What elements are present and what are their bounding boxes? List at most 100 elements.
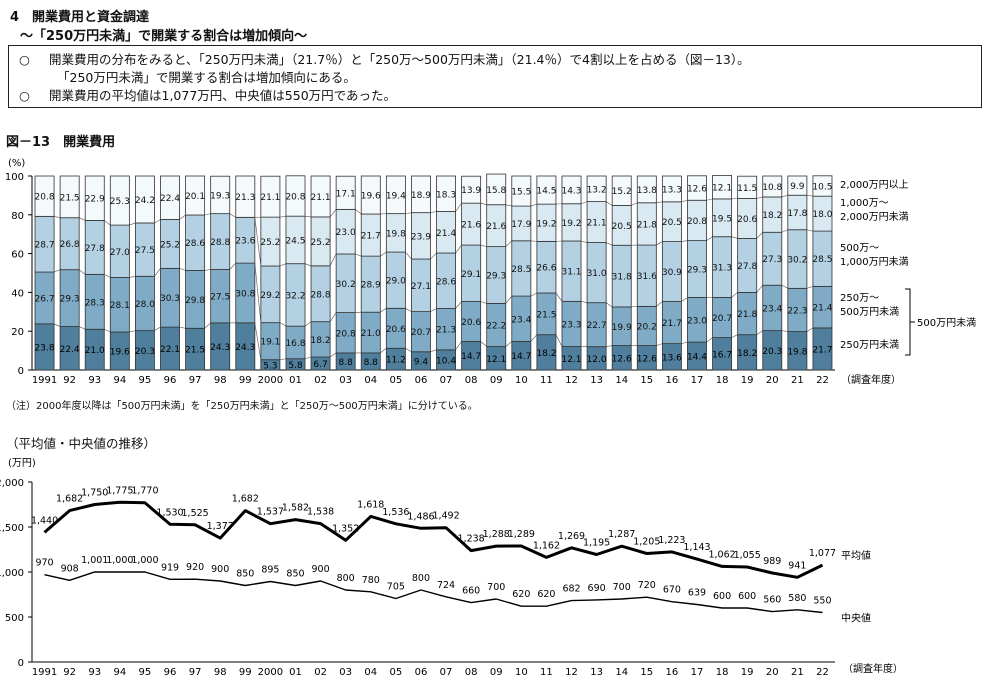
data-label: 19.2: [536, 219, 556, 229]
connector-line: [555, 334, 563, 347]
data-label: 21.6: [461, 221, 481, 231]
connector-line: [555, 292, 563, 302]
bar-segment-over2000: [360, 175, 381, 215]
y-axis-unit: (万円): [8, 458, 36, 469]
data-label-avg: 989: [763, 556, 781, 567]
section-subtitle: ～「250万円未満」で開業する割合は増加傾向～: [20, 29, 308, 44]
legend-from500-2: 1,000万円未満: [840, 256, 909, 268]
x-tick-label: 15: [640, 667, 653, 678]
data-label: 12.6: [612, 354, 632, 364]
data-label: 27.3: [762, 255, 782, 265]
y-tick-label: 1,000: [0, 568, 24, 579]
connector-line: [304, 321, 312, 327]
x-tick-label: 14: [615, 375, 628, 386]
data-label: 20.7: [411, 328, 431, 338]
x-tick-label: 98: [214, 667, 227, 678]
data-label-median: 690: [588, 583, 606, 594]
summary-bullet-1: ○ 開業費用の分布をみると、「250万円未満」（21.7％）と「250万～500万…: [19, 51, 971, 69]
data-label-avg: 1,143: [683, 542, 710, 553]
data-label: 27.8: [85, 244, 105, 254]
section-heading: 4 開業費用と資金調達: [10, 10, 150, 25]
x-tick-label: 95: [139, 667, 152, 678]
x-tick-label: 13: [590, 667, 603, 678]
data-label: 24.5: [285, 236, 305, 246]
data-label: 17.8: [787, 209, 807, 219]
data-label-avg: 1,162: [533, 540, 560, 551]
bar-segment-over2000: [134, 175, 155, 224]
data-label: 25.2: [311, 238, 331, 248]
data-label: 26.6: [536, 264, 556, 274]
data-label: 31.6: [637, 272, 657, 282]
summary-bullet-2: ○ 開業費用の平均値は1,077万円、中央値は550万円であった。: [19, 87, 971, 105]
data-label: 20.7: [712, 314, 732, 324]
connector-line: [355, 209, 362, 215]
connector-line: [505, 240, 513, 247]
data-label-median: 920: [186, 562, 204, 573]
connector-line: [104, 220, 111, 226]
connector-line: [706, 337, 713, 343]
data-label: 30.2: [336, 280, 356, 290]
data-label-avg: 1,537: [257, 507, 284, 518]
data-label: 21.3: [235, 193, 255, 203]
data-label-avg: 1,077: [809, 548, 836, 559]
y-tick-label: 60: [11, 250, 24, 261]
x-tick-label: 07: [440, 667, 453, 678]
data-label-avg: 941: [788, 560, 806, 571]
y-tick-label: 80: [11, 211, 24, 222]
x-tick-label: 17: [691, 375, 704, 386]
connector-line: [154, 219, 161, 224]
connector-line: [405, 308, 412, 312]
data-label: 28.6: [436, 277, 456, 287]
connector-line: [505, 295, 513, 304]
x-tick-label: 92: [63, 375, 76, 386]
connector-line: [179, 326, 186, 329]
data-label: 30.8: [235, 289, 255, 299]
data-label-median: 900: [211, 564, 229, 575]
series-line-avg: [43, 500, 824, 579]
data-label: 31.0: [587, 269, 607, 279]
data-label: 21.4: [812, 304, 832, 314]
data-label-avg: 1,062: [708, 549, 735, 560]
bar-segment-over2000: [109, 175, 130, 226]
data-label: 8.8: [339, 358, 354, 368]
data-label: 27.0: [110, 248, 130, 258]
x-tick-label: 21: [791, 667, 804, 678]
data-label-median: 660: [462, 586, 480, 597]
data-label: 21.4: [436, 229, 456, 239]
x-tick-label: 12: [565, 375, 578, 386]
connector-line: [204, 269, 211, 271]
data-label: 19.3: [210, 191, 230, 201]
data-label-median: 919: [161, 562, 179, 573]
bar-segment-over2000: [310, 175, 331, 218]
connector-line: [605, 201, 613, 206]
x-tick-label: 15: [640, 375, 653, 386]
data-label: 24.3: [210, 343, 230, 353]
data-label: 14.3: [561, 186, 581, 196]
bar-segment-over2000: [536, 175, 557, 205]
bar-segment-over2000: [335, 175, 356, 210]
bar-segment-over2000: [586, 175, 607, 203]
connector-line: [681, 341, 688, 344]
legend-over2000: 2,000万円以上: [840, 179, 909, 191]
data-label-avg: 1,618: [357, 499, 384, 510]
x-axis-suffix: （調査年度）: [843, 662, 903, 675]
data-label: 31.8: [612, 273, 632, 283]
data-label: 21.5: [536, 310, 556, 320]
connector-line: [606, 345, 613, 348]
line-chart-title: （平均値・中央値の推移）: [6, 436, 157, 451]
data-label: 27.8: [737, 262, 757, 272]
data-label: 16.8: [285, 339, 305, 349]
data-label: 10.5: [812, 182, 832, 192]
connector-line: [229, 262, 236, 270]
data-label: 19.6: [361, 192, 381, 202]
data-label: 21.3: [436, 326, 456, 336]
connector-line: [781, 229, 788, 233]
data-label: 21.8: [637, 220, 657, 230]
connector-line: [731, 334, 738, 338]
data-label: 21.6: [486, 222, 506, 232]
data-label: 23.9: [411, 232, 431, 242]
data-label-median: 908: [61, 563, 79, 574]
data-label: 21.5: [60, 193, 80, 203]
data-label-avg: 1,238: [458, 534, 485, 545]
connector-line: [480, 202, 487, 206]
